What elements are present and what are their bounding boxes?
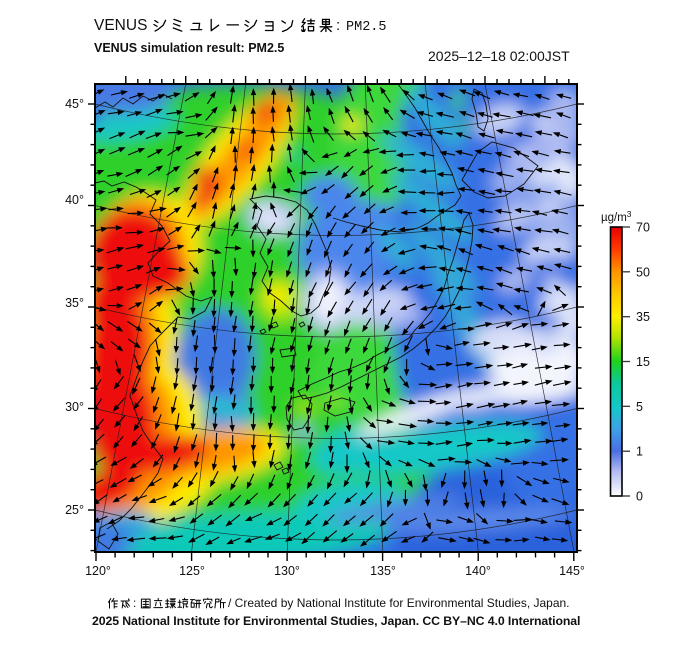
svg-text:1: 1 (636, 445, 643, 459)
svg-text::: : (133, 598, 136, 610)
svg-text:µg/m3: µg/m3 (601, 209, 632, 224)
svg-text:45°: 45° (65, 97, 84, 111)
svg-text:0: 0 (636, 490, 643, 504)
svg-text:25°: 25° (65, 503, 84, 517)
svg-text:50: 50 (636, 265, 650, 279)
svg-text:VENUS: VENUS (94, 17, 147, 34)
svg-text::: : (336, 17, 340, 34)
svg-text:35: 35 (636, 310, 650, 324)
svg-text:120°: 120° (85, 564, 111, 578)
svg-text:15: 15 (636, 355, 650, 369)
svg-text:140°: 140° (465, 564, 491, 578)
svg-text:145°: 145° (559, 564, 585, 578)
svg-text:2025 National Institute for En: 2025 National Institute for Environmenta… (92, 614, 580, 628)
svg-text:30°: 30° (65, 400, 84, 414)
svg-text:5: 5 (636, 400, 643, 414)
svg-text:PM2.5: PM2.5 (346, 20, 387, 35)
svg-text:125°: 125° (179, 564, 205, 578)
svg-text:130°: 130° (274, 564, 300, 578)
svg-text:135°: 135° (370, 564, 396, 578)
svg-text:2025–12–18 02:00JST: 2025–12–18 02:00JST (428, 48, 570, 64)
svg-text:VENUS simulation result: PM2.5: VENUS simulation result: PM2.5 (94, 41, 284, 55)
svg-text:35°: 35° (65, 296, 84, 310)
svg-text:/ Created by National Institut: / Created by National Institute for Envi… (228, 596, 570, 610)
svg-text:70: 70 (636, 221, 650, 235)
svg-text:40°: 40° (65, 193, 84, 207)
